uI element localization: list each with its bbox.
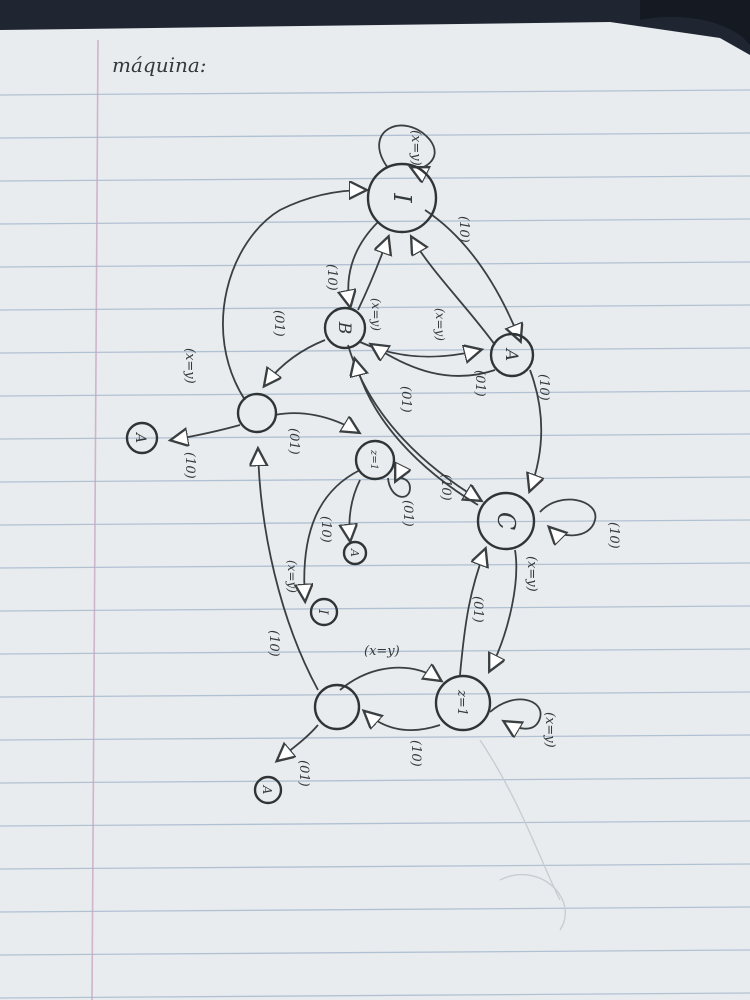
label-z-loop: (01) xyxy=(400,500,415,527)
label-I-B: (10) xyxy=(324,264,339,291)
edge-B-I xyxy=(357,238,388,311)
page-title: máquina: xyxy=(112,53,207,77)
edge-bl-left xyxy=(258,450,319,691)
label-B-I: (x=y) xyxy=(369,298,383,331)
label-I-A: (10) xyxy=(456,216,471,243)
output-accept-bottom-label: A xyxy=(260,785,274,795)
label-left-accept: (10) xyxy=(182,452,197,479)
output-reject-label: I xyxy=(315,608,330,615)
label-B-C: (01) xyxy=(398,386,413,413)
edge-zbig-C xyxy=(459,550,485,676)
output-accept-top xyxy=(125,421,159,455)
output-accept-top-label: A xyxy=(132,431,148,443)
label-self-zbig: (x=y) xyxy=(542,712,557,748)
edge-A-B xyxy=(372,345,496,377)
edge-A-C xyxy=(530,369,541,490)
label-A-I: (x=y) xyxy=(433,308,447,341)
state-A xyxy=(489,332,535,378)
output-reject xyxy=(309,597,339,627)
state-left-mid xyxy=(236,392,278,434)
edge-zbig-bl xyxy=(365,712,441,731)
edge-I-A xyxy=(424,209,520,340)
label-bl-zbig: (x=y) xyxy=(364,644,400,659)
state-B xyxy=(323,306,367,350)
state-I-label: I xyxy=(388,192,416,203)
edge-labels: (x=y) (10) (10) (x=y) (x=y) (01) (x=y) (… xyxy=(182,130,621,787)
label-self-C: (10) xyxy=(606,522,621,549)
label-C-B: (10) xyxy=(438,474,453,501)
state-z-big-label: z=1 xyxy=(454,689,469,716)
edge-bl-zbig xyxy=(339,668,440,691)
state-B-label: B xyxy=(334,321,354,335)
output-accept-bottom xyxy=(253,775,283,805)
edge-z-accept xyxy=(349,479,361,540)
edge-bl-accept xyxy=(278,724,319,760)
output-accept-small-label: A xyxy=(348,548,361,557)
bleed-through-loop xyxy=(499,873,566,931)
paper-sheet xyxy=(0,22,750,1000)
output-nodes: A A I A xyxy=(125,421,368,805)
label-A-C: (10) xyxy=(536,374,551,401)
label-left-up: (x=y) xyxy=(182,348,197,384)
label-z-reject: (x=y) xyxy=(285,560,299,593)
edge-B-left xyxy=(265,339,326,385)
label-bl-left: (10) xyxy=(266,630,281,657)
edge-left-I xyxy=(222,190,365,401)
state-nodes: I B A z=1 C z=1 xyxy=(236,162,536,732)
state-z-big xyxy=(434,674,492,732)
edge-C-B xyxy=(355,360,479,506)
label-zbig-bl: (10) xyxy=(408,740,423,767)
transition-edges xyxy=(172,124,597,931)
state-A-label: A xyxy=(501,347,521,361)
bleed-through-stroke xyxy=(479,739,561,901)
edge-self-I xyxy=(378,124,436,168)
edge-left-accept xyxy=(172,424,241,440)
edge-self-C xyxy=(539,498,597,536)
edge-self-z xyxy=(387,478,410,498)
edge-A-I xyxy=(412,238,496,346)
label-B-left: (01) xyxy=(271,310,286,337)
margin-line xyxy=(91,39,99,1000)
label-A-B: (01) xyxy=(472,370,487,397)
label-bl-accept: (01) xyxy=(296,760,311,787)
edge-z-reject xyxy=(304,469,361,600)
fabric-corner xyxy=(640,0,750,45)
state-C xyxy=(476,491,536,551)
label-z-accept: (10) xyxy=(318,516,333,543)
edge-self-zbig xyxy=(489,698,542,728)
label-left-z: (01) xyxy=(286,428,301,455)
edge-I-B xyxy=(348,221,379,306)
ruled-lines xyxy=(0,89,750,999)
output-accept-small xyxy=(342,540,368,566)
edge-C-zbig xyxy=(490,549,518,670)
label-C-zbig: (x=y) xyxy=(524,556,539,592)
state-z-small-label: z=1 xyxy=(368,449,379,470)
state-bottom-left xyxy=(313,683,361,731)
edge-left-z xyxy=(274,412,358,432)
state-C-label: C xyxy=(492,512,520,530)
label-zbig-C: (01) xyxy=(470,596,485,623)
state-I xyxy=(366,162,438,234)
label-self-I: (x=y) xyxy=(408,130,423,166)
state-z-small xyxy=(354,439,396,481)
